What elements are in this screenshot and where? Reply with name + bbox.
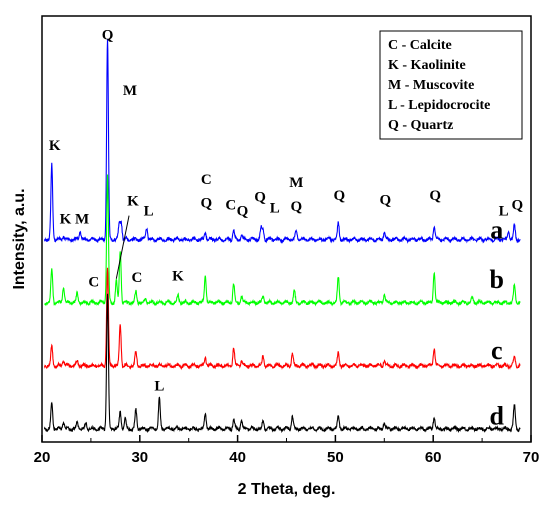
peak-label: Q	[429, 188, 441, 204]
legend: C - Calcite K - Kaolinite M - Muscovite …	[379, 30, 523, 140]
peak-label: C	[201, 172, 212, 188]
peak-label: Q	[333, 188, 345, 204]
peak-label: K	[60, 211, 72, 227]
x-tick-label: 70	[523, 449, 540, 466]
peak-label: Q	[379, 193, 391, 209]
peak-label: Q	[290, 199, 302, 215]
peak-label: M	[123, 83, 137, 99]
x-axis-ticks: 20 30 40 50 60 70	[34, 435, 540, 466]
legend-entry-kaolinite: K - Kaolinite	[388, 58, 466, 73]
series-layer	[43, 39, 521, 434]
legend-box	[379, 30, 523, 140]
x-tick-label: 40	[229, 449, 246, 466]
peak-label: Q	[237, 204, 249, 220]
peak-label: Q	[511, 197, 523, 213]
peak-label: L	[270, 200, 280, 216]
x-axis-title: 2 Theta, deg.	[238, 481, 336, 498]
x-tick-label: 50	[327, 449, 344, 466]
peak-label: K	[172, 268, 184, 284]
k-leader-line	[115, 215, 130, 279]
x-tick-label: 20	[34, 449, 51, 466]
legend-entry-lepidocrocite: L - Lepidocrocite	[388, 98, 490, 113]
series-b-line	[44, 174, 521, 307]
peak-label: L	[499, 204, 509, 220]
y-axis-title: Intensity, a.u.	[11, 188, 28, 289]
trace-label-b: b	[490, 265, 504, 294]
plot-frame	[41, 15, 532, 443]
x-tick-label: 60	[425, 449, 442, 466]
peak-label: L	[154, 379, 164, 395]
peak-label: C	[88, 275, 99, 291]
peak-label: K	[127, 193, 139, 209]
legend-entry-muscovite: M - Muscovite	[388, 78, 474, 93]
trace-label-d: d	[490, 402, 505, 431]
peak-label: L	[144, 204, 154, 220]
peak-label: M	[75, 211, 89, 227]
trace-label-a: a	[490, 215, 503, 244]
peak-label: C	[225, 197, 236, 213]
legend-entry-calcite: C - Calcite	[388, 38, 452, 53]
peak-label: Q	[254, 189, 266, 205]
legend-entry-quartz: Q - Quartz	[388, 118, 453, 133]
trace-label-layer: ab c d	[490, 215, 505, 430]
x-tick-label: 30	[131, 449, 148, 466]
series-c-line	[43, 267, 521, 371]
peak-label: K	[49, 138, 61, 154]
trace-label-c: c	[491, 336, 503, 365]
series-d-line	[43, 293, 521, 434]
peak-label: M	[289, 175, 303, 191]
peak-label: Q	[200, 196, 212, 212]
peak-label: Q	[102, 28, 114, 44]
peak-label: C	[131, 270, 142, 286]
